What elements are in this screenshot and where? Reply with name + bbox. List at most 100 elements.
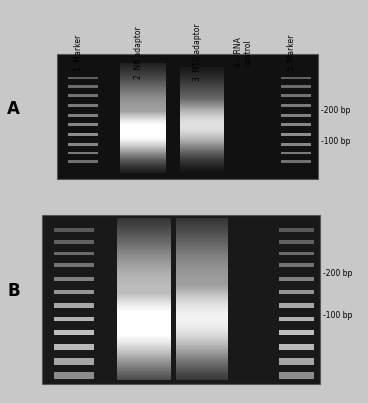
Bar bbox=[54, 330, 95, 334]
Bar bbox=[176, 273, 228, 274]
Bar bbox=[117, 367, 171, 368]
Bar bbox=[176, 246, 228, 247]
Bar bbox=[180, 70, 224, 71]
Bar bbox=[120, 97, 166, 98]
Bar bbox=[176, 233, 228, 235]
Bar bbox=[180, 83, 224, 84]
Bar bbox=[180, 81, 224, 82]
Bar bbox=[117, 226, 171, 227]
Bar bbox=[117, 230, 171, 231]
Bar bbox=[117, 378, 171, 380]
Bar bbox=[117, 257, 171, 258]
Bar bbox=[176, 357, 228, 358]
Bar bbox=[117, 294, 171, 295]
Bar bbox=[117, 307, 171, 308]
Bar bbox=[176, 328, 228, 329]
Bar bbox=[180, 78, 224, 79]
Bar bbox=[176, 295, 228, 296]
Bar bbox=[176, 237, 228, 238]
Bar bbox=[176, 257, 228, 258]
Bar bbox=[180, 134, 224, 135]
Bar bbox=[117, 322, 171, 323]
Bar bbox=[117, 241, 171, 242]
Bar bbox=[176, 269, 228, 270]
Bar bbox=[117, 374, 171, 375]
Bar bbox=[120, 135, 166, 136]
Bar bbox=[176, 299, 228, 300]
Bar bbox=[117, 255, 171, 256]
Bar bbox=[176, 363, 228, 364]
Bar bbox=[120, 95, 166, 96]
Text: 5. Marker: 5. Marker bbox=[287, 34, 296, 71]
Bar bbox=[180, 116, 224, 117]
Bar bbox=[117, 253, 171, 254]
Bar bbox=[180, 75, 224, 76]
Bar bbox=[117, 244, 171, 245]
Bar bbox=[176, 267, 228, 268]
Bar bbox=[176, 344, 228, 345]
Bar bbox=[120, 150, 166, 151]
Bar bbox=[279, 251, 314, 256]
Bar bbox=[120, 70, 166, 71]
Bar bbox=[117, 366, 171, 367]
Bar bbox=[117, 373, 171, 374]
Bar bbox=[180, 127, 224, 128]
Bar bbox=[117, 321, 171, 322]
Bar bbox=[117, 343, 171, 344]
Bar bbox=[180, 103, 224, 104]
Bar bbox=[117, 301, 171, 302]
Bar bbox=[117, 272, 171, 273]
Bar bbox=[117, 310, 171, 311]
Bar bbox=[176, 376, 228, 377]
Bar bbox=[279, 290, 314, 294]
Bar bbox=[176, 333, 228, 334]
Bar bbox=[176, 227, 228, 228]
Bar bbox=[117, 375, 171, 376]
Bar bbox=[117, 332, 171, 333]
Bar bbox=[120, 138, 166, 139]
Bar bbox=[117, 295, 171, 296]
Bar bbox=[176, 351, 228, 352]
Bar bbox=[176, 236, 228, 237]
Bar bbox=[176, 303, 228, 304]
Bar bbox=[180, 84, 224, 85]
Bar bbox=[120, 128, 166, 129]
Bar bbox=[117, 356, 171, 357]
Bar bbox=[120, 116, 166, 117]
Text: -200 bp: -200 bp bbox=[323, 269, 353, 278]
Bar bbox=[120, 146, 166, 147]
Bar bbox=[176, 286, 228, 287]
Bar bbox=[180, 119, 224, 120]
Bar bbox=[120, 68, 166, 69]
Bar bbox=[117, 330, 171, 331]
Bar bbox=[176, 294, 228, 295]
Bar bbox=[54, 290, 95, 294]
Bar bbox=[117, 303, 171, 304]
Bar bbox=[120, 151, 166, 152]
Bar bbox=[176, 356, 228, 357]
Bar bbox=[120, 140, 166, 141]
Text: 1. Marker: 1. Marker bbox=[74, 34, 83, 71]
Bar bbox=[117, 283, 171, 284]
Bar bbox=[176, 220, 228, 221]
Bar bbox=[180, 153, 224, 154]
Bar bbox=[180, 136, 224, 137]
Bar bbox=[117, 270, 171, 271]
Bar bbox=[176, 250, 228, 251]
Bar bbox=[117, 252, 171, 253]
Bar bbox=[180, 76, 224, 77]
Bar bbox=[117, 363, 171, 364]
Bar bbox=[117, 233, 171, 235]
Bar bbox=[120, 63, 166, 64]
Bar bbox=[117, 287, 171, 288]
Bar bbox=[176, 279, 228, 280]
Bar bbox=[120, 64, 166, 65]
Bar bbox=[279, 229, 314, 232]
Bar bbox=[117, 314, 171, 315]
Bar bbox=[120, 88, 166, 89]
Bar bbox=[180, 143, 224, 144]
Bar bbox=[120, 139, 166, 140]
Bar bbox=[117, 323, 171, 324]
Bar bbox=[176, 253, 228, 254]
Bar bbox=[117, 232, 171, 233]
